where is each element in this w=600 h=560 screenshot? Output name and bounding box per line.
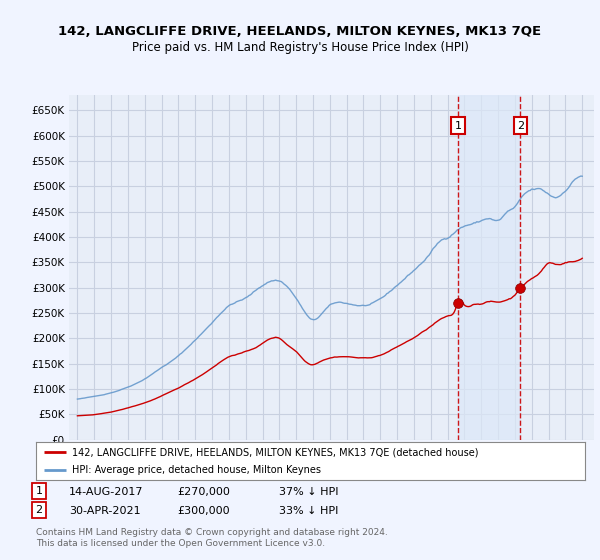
Text: £270,000: £270,000: [177, 487, 230, 497]
Text: 30-APR-2021: 30-APR-2021: [69, 506, 140, 516]
Text: 14-AUG-2017: 14-AUG-2017: [69, 487, 143, 497]
Text: 37% ↓ HPI: 37% ↓ HPI: [279, 487, 338, 497]
Text: 142, LANGCLIFFE DRIVE, HEELANDS, MILTON KEYNES, MK13 7QE (detached house): 142, LANGCLIFFE DRIVE, HEELANDS, MILTON …: [71, 447, 478, 457]
Text: £300,000: £300,000: [177, 506, 230, 516]
Text: 33% ↓ HPI: 33% ↓ HPI: [279, 506, 338, 516]
Text: 1: 1: [35, 486, 43, 496]
Bar: [458, 95, 520, 440]
Text: Price paid vs. HM Land Registry's House Price Index (HPI): Price paid vs. HM Land Registry's House …: [131, 41, 469, 54]
Text: 2: 2: [517, 120, 524, 130]
Text: 142, LANGCLIFFE DRIVE, HEELANDS, MILTON KEYNES, MK13 7QE: 142, LANGCLIFFE DRIVE, HEELANDS, MILTON …: [58, 25, 542, 38]
Text: Contains HM Land Registry data © Crown copyright and database right 2024.
This d: Contains HM Land Registry data © Crown c…: [36, 528, 388, 548]
Text: 1: 1: [455, 120, 461, 130]
Text: HPI: Average price, detached house, Milton Keynes: HPI: Average price, detached house, Milt…: [71, 465, 320, 475]
Text: 2: 2: [35, 505, 43, 515]
